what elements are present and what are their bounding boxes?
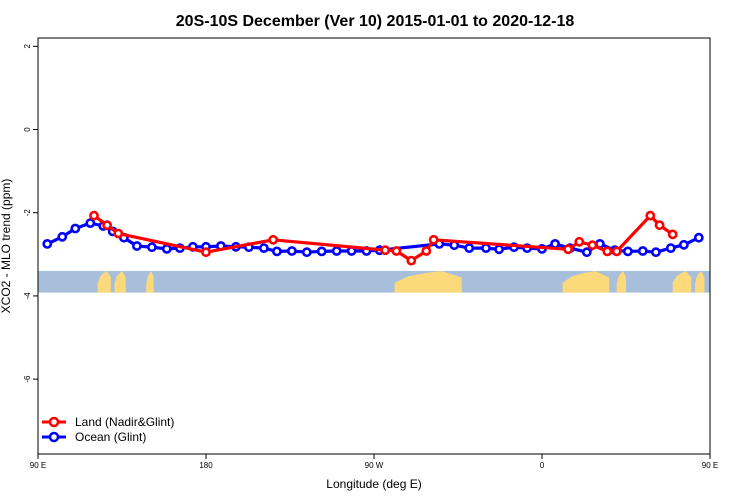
data-point xyxy=(494,244,504,255)
data-point xyxy=(316,246,327,257)
data-point xyxy=(42,238,53,249)
data-point xyxy=(331,246,342,256)
y-axis-label: XCO2 - MLO trend (ppm) xyxy=(0,179,13,314)
data-point xyxy=(161,243,172,254)
data-point xyxy=(563,244,573,255)
legend-land-marker xyxy=(48,416,60,428)
data-point xyxy=(421,246,432,256)
data-point xyxy=(645,210,656,221)
legend-ocean-label: Ocean (Glint) xyxy=(75,430,146,444)
x-tick-label-3: 0 xyxy=(540,461,545,470)
map-land-7 xyxy=(695,270,705,293)
map-land-1 xyxy=(114,270,126,293)
legend-ocean-marker xyxy=(48,431,60,443)
y-tick-label-4: -6 xyxy=(23,375,32,383)
series-land xyxy=(89,210,678,266)
data-point xyxy=(637,246,648,256)
map-land-3 xyxy=(394,270,462,293)
data-point xyxy=(301,247,312,258)
data-point xyxy=(85,218,96,228)
y-tick-label-1: 0 xyxy=(23,127,32,132)
y-axis: 2 0 -2 -4 -6 xyxy=(23,44,38,383)
data-point xyxy=(665,243,676,253)
y-tick-label-2: -2 xyxy=(23,209,32,217)
data-point xyxy=(89,210,99,221)
data-point xyxy=(258,243,269,253)
data-point xyxy=(481,243,491,253)
map-land-2 xyxy=(146,270,154,293)
data-point xyxy=(679,239,689,250)
map-land-6 xyxy=(672,270,692,293)
chart-title: 20S-10S December (Ver 10) 2015-01-01 to … xyxy=(176,13,575,30)
x-tick-label-1: 180 xyxy=(199,461,213,470)
data-point xyxy=(380,245,391,256)
data-point xyxy=(146,242,157,253)
data-point xyxy=(131,241,142,251)
data-point xyxy=(201,247,211,258)
data-point xyxy=(286,246,297,256)
data-point xyxy=(654,220,665,231)
x-axis-label: Longitude (deg E) xyxy=(326,477,421,491)
data-point xyxy=(391,246,402,256)
data-point xyxy=(406,255,417,266)
map-land-4 xyxy=(562,270,610,293)
data-point xyxy=(268,234,279,245)
x-tick-label-0: 90 E xyxy=(30,461,46,470)
series-line-land xyxy=(93,214,674,263)
legend-land-label: Land (Nadir&Glint) xyxy=(75,415,174,429)
map-ocean-band xyxy=(38,270,710,293)
data-point xyxy=(587,240,598,251)
data-point xyxy=(271,246,282,257)
data-point xyxy=(428,234,439,245)
data-point xyxy=(574,236,585,247)
data-point xyxy=(651,247,661,258)
x-tick-label-2: 90 W xyxy=(365,461,384,470)
data-point xyxy=(581,247,592,258)
y-tick-label-3: -4 xyxy=(23,292,32,300)
data-point xyxy=(57,231,68,242)
map-land-5 xyxy=(616,270,626,293)
map-land-0 xyxy=(97,270,111,293)
data-point xyxy=(102,220,112,231)
data-point xyxy=(70,223,81,234)
data-point xyxy=(611,246,622,257)
x-tick-label-4: 90 E xyxy=(702,461,718,470)
data-point xyxy=(623,246,633,257)
y-tick-label-0: 2 xyxy=(23,44,32,49)
data-point xyxy=(113,228,124,239)
data-point xyxy=(464,243,475,253)
series-layer xyxy=(42,210,704,266)
data-point xyxy=(602,246,613,257)
data-point xyxy=(693,232,704,243)
map-strip xyxy=(38,270,710,293)
data-point xyxy=(550,238,560,249)
data-point xyxy=(667,229,678,240)
legend: Land (Nadir&Glint) Ocean (Glint) xyxy=(42,415,174,444)
x-axis: 90 E 180 90 W 0 90 E xyxy=(30,454,718,470)
